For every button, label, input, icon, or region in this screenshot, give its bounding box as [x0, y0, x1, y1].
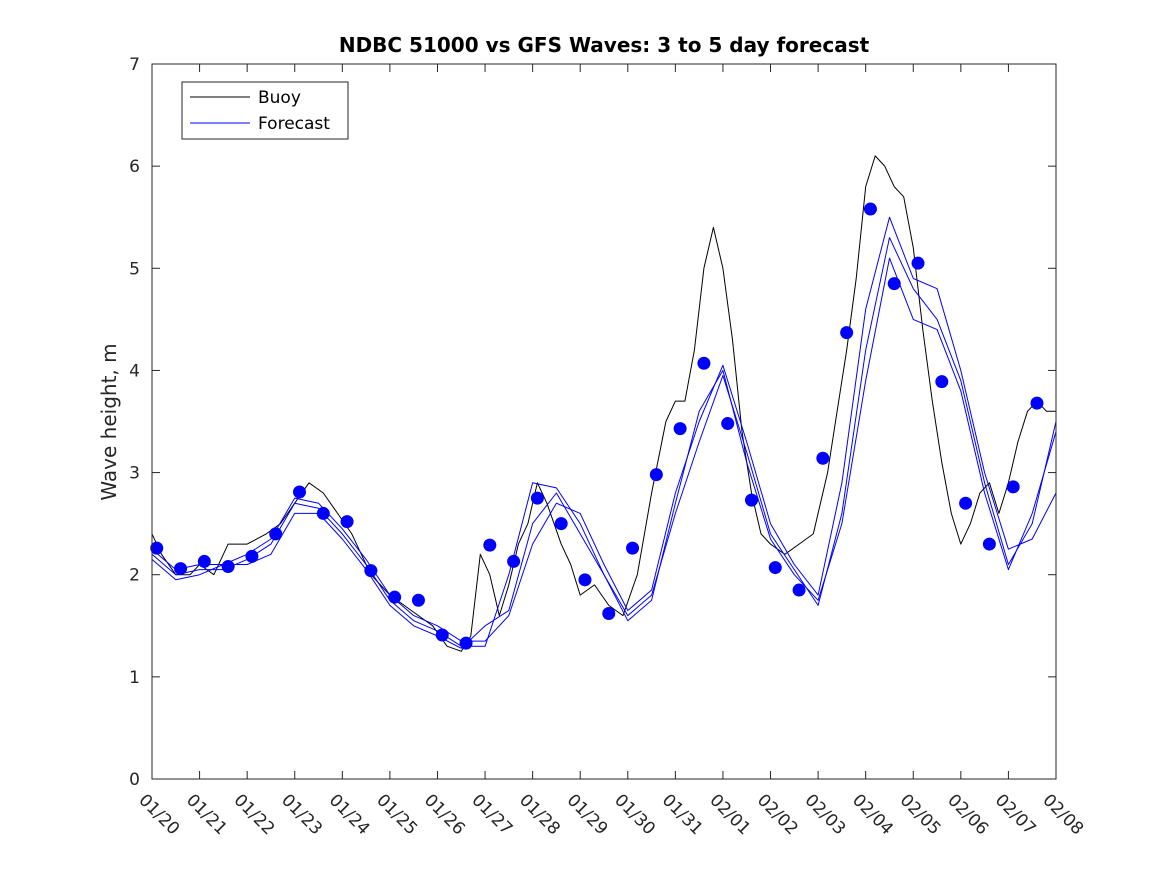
x-tick-label: 02/07 [991, 790, 1040, 839]
forecast-series-line-1 [151, 216, 1057, 642]
x-tick-label: 01/29 [563, 790, 612, 839]
x-tick-label: 01/28 [515, 790, 564, 839]
x-tick-label: 01/22 [230, 790, 279, 839]
forecast-marker [982, 537, 996, 551]
forecast-series-line-3 [151, 257, 1057, 649]
chart-title: NDBC 51000 vs GFS Waves: 3 to 5 day fore… [339, 33, 870, 57]
y-tick-label: 0 [129, 770, 140, 790]
forecast-marker [435, 628, 449, 642]
forecast-marker [245, 549, 259, 563]
forecast-marker [554, 517, 568, 531]
x-tick-label: 01/21 [182, 790, 231, 839]
x-tick-label: 01/27 [468, 790, 517, 839]
forecast-marker [1006, 480, 1020, 494]
forecast-marker [840, 326, 854, 340]
x-tick-label: 02/03 [801, 790, 850, 839]
x-tick-label: 01/23 [277, 790, 326, 839]
y-tick-label: 2 [129, 566, 140, 586]
forecast-marker [388, 590, 402, 604]
x-tick-label: 02/06 [943, 790, 992, 839]
x-tick-label: 02/08 [1038, 790, 1087, 839]
forecast-marker [649, 468, 663, 482]
forecast-marker [792, 583, 806, 597]
y-tick-label: 3 [129, 464, 140, 484]
forecast-marker [673, 422, 687, 436]
x-tick-label: 02/01 [705, 790, 754, 839]
forecast-marker [887, 277, 901, 291]
forecast-marker [744, 493, 758, 507]
forecast-marker [269, 527, 283, 541]
buoy-series-line [151, 155, 1056, 652]
forecast-marker [197, 554, 211, 568]
forecast-marker [483, 538, 497, 552]
x-tick-label: 01/24 [325, 790, 374, 839]
forecast-marker [292, 485, 306, 499]
y-tick-label: 7 [129, 55, 140, 75]
series-layer [150, 155, 1057, 652]
forecast-marker [221, 560, 235, 574]
forecast-marker [578, 573, 592, 587]
legend: Buoy Forecast [181, 81, 349, 140]
y-tick-label: 1 [129, 668, 140, 688]
x-tick-label: 01/31 [658, 790, 707, 839]
forecast-marker [959, 496, 973, 510]
forecast-marker [340, 515, 354, 529]
forecast-marker [721, 417, 735, 431]
forecast-marker [507, 554, 521, 568]
x-tick-label: 01/30 [610, 790, 659, 839]
forecast-marker [602, 607, 616, 621]
legend-box [181, 81, 349, 140]
x-tick-label: 01/20 [134, 790, 183, 839]
x-tick-label: 01/26 [420, 790, 469, 839]
forecast-marker [316, 506, 330, 520]
forecast-marker [935, 375, 949, 389]
forecast-marker [174, 562, 188, 576]
legend-label-forecast: Forecast [258, 114, 330, 134]
forecast-marker [768, 561, 782, 575]
y-tick-label: 5 [129, 259, 140, 279]
forecast-marker [411, 593, 425, 607]
forecast-marker [459, 636, 473, 650]
x-tick-label: 02/04 [848, 790, 897, 839]
x-tick-label: 01/25 [372, 790, 421, 839]
y-tick-label: 6 [129, 157, 140, 177]
y-axis-label: Wave height, m [97, 343, 121, 500]
legend-label-buoy: Buoy [258, 88, 301, 108]
y-tick-label: 4 [129, 361, 140, 381]
forecast-marker [911, 256, 925, 270]
forecast-marker [150, 541, 164, 555]
x-tick-label: 02/02 [753, 790, 802, 839]
forecast-marker [816, 451, 830, 465]
forecast-marker [1030, 396, 1044, 410]
x-tick-label: 02/05 [896, 790, 945, 839]
forecast-marker [530, 491, 544, 505]
forecast-marker [697, 356, 711, 370]
plot-frame [151, 63, 1057, 780]
forecast-marker [626, 541, 640, 555]
plot-background [152, 64, 1056, 779]
forecast-marker [863, 202, 877, 216]
forecast-marker [364, 564, 378, 578]
